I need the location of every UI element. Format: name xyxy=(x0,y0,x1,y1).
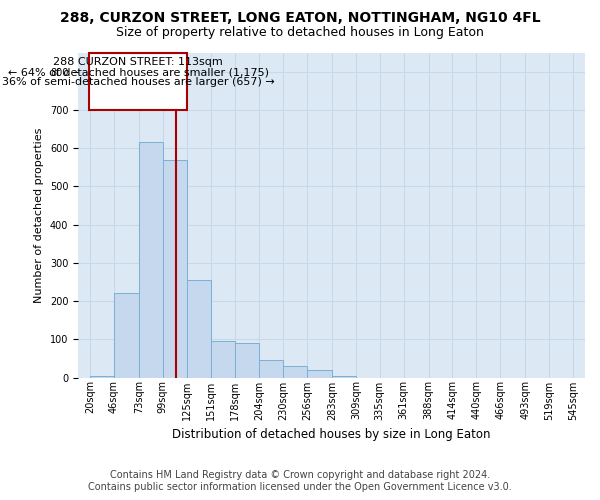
Bar xyxy=(332,376,356,378)
Y-axis label: Number of detached properties: Number of detached properties xyxy=(34,128,44,302)
X-axis label: Distribution of detached houses by size in Long Eaton: Distribution of detached houses by size … xyxy=(172,428,491,441)
Bar xyxy=(163,160,187,378)
Bar xyxy=(235,343,259,378)
Text: 36% of semi-detached houses are larger (657) →: 36% of semi-detached houses are larger (… xyxy=(2,78,275,88)
Bar xyxy=(307,370,332,378)
Text: 288 CURZON STREET: 113sqm: 288 CURZON STREET: 113sqm xyxy=(53,57,223,67)
Bar xyxy=(187,280,211,378)
Bar xyxy=(283,366,307,378)
Text: Contains HM Land Registry data © Crown copyright and database right 2024.
Contai: Contains HM Land Registry data © Crown c… xyxy=(88,470,512,492)
Text: 288, CURZON STREET, LONG EATON, NOTTINGHAM, NG10 4FL: 288, CURZON STREET, LONG EATON, NOTTINGH… xyxy=(59,12,541,26)
Bar xyxy=(90,376,114,378)
Bar xyxy=(139,142,163,378)
FancyBboxPatch shape xyxy=(89,54,187,110)
Text: ← 64% of detached houses are smaller (1,175): ← 64% of detached houses are smaller (1,… xyxy=(8,68,269,78)
Bar xyxy=(211,341,235,378)
Bar xyxy=(114,294,139,378)
Bar xyxy=(259,360,283,378)
Text: Size of property relative to detached houses in Long Eaton: Size of property relative to detached ho… xyxy=(116,26,484,39)
